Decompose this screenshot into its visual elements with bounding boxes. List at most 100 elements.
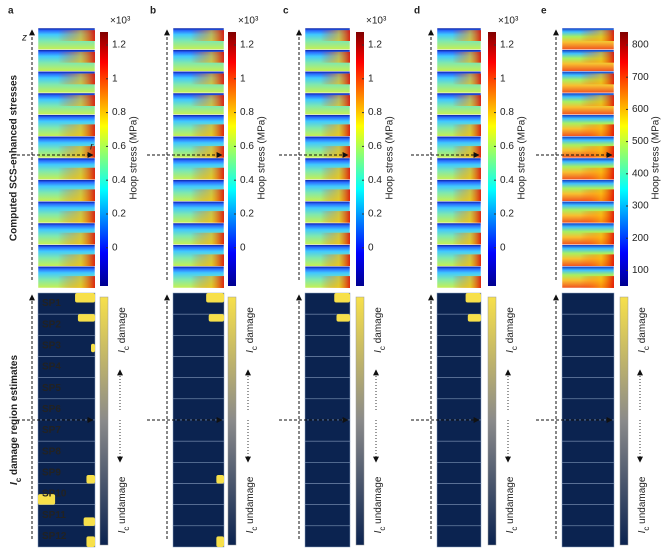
colorbar-tick-label: 0	[112, 242, 118, 253]
damage-segment	[37, 525, 96, 548]
damage-label: Ic damage	[505, 307, 519, 353]
stress-hotspot	[305, 189, 350, 202]
specimen-label: SP10	[42, 489, 67, 500]
stress-hotspot	[173, 276, 224, 288]
colorbar-label: Hoop stress (MPa)	[385, 116, 396, 199]
stress-hotspot	[305, 276, 350, 288]
damage-label: Ic damage	[117, 307, 131, 353]
stress-hotspot	[562, 51, 614, 63]
colorbar-multiplier: ×10³	[498, 16, 519, 27]
stress-hotspot	[562, 276, 614, 288]
colorbar-tick-label: 0.6	[112, 141, 126, 152]
damage-segment	[561, 440, 615, 463]
stress-hotspot	[562, 254, 614, 267]
colorbar-tick-label: 1	[112, 73, 118, 84]
damage-region	[38, 494, 56, 505]
damage-segment	[561, 313, 615, 336]
damage-segment	[436, 440, 482, 463]
colorbar-tick-label: 200	[632, 233, 649, 244]
damage-segment	[304, 504, 351, 527]
damage-segment	[436, 335, 482, 357]
stress-hotspot	[173, 30, 224, 41]
stress-hotspot	[173, 124, 224, 137]
axis-label: r	[90, 142, 94, 153]
undamage-label: Ic undamage	[505, 476, 519, 533]
panel-label: b	[150, 6, 156, 17]
colorbar-tick-label: 1.2	[240, 40, 254, 51]
damage-region	[77, 314, 95, 322]
damage-segment	[561, 377, 615, 400]
damage-segment	[172, 525, 225, 548]
colorbar-tick-label: 0.8	[500, 107, 514, 118]
colorbar-multiplier: ×10³	[366, 16, 387, 27]
damage-region	[86, 536, 95, 547]
symbol: I	[9, 482, 20, 485]
colorbar-tick-label: 300	[632, 201, 649, 212]
stress-hotspot	[38, 276, 95, 288]
stress-hotspot	[305, 73, 350, 85]
damage-segment	[561, 483, 615, 505]
stress-hotspot	[173, 189, 224, 202]
subscript: c	[122, 527, 131, 531]
colorbar-tick-label: 0.2	[240, 209, 254, 220]
text: damage	[245, 307, 256, 346]
stress-hotspot	[173, 95, 224, 106]
stress-hotspot	[305, 51, 350, 63]
colorbar-tick-label: 0	[368, 242, 374, 253]
row-label: Ic damage region estimates	[9, 355, 23, 485]
damage-segment	[304, 419, 351, 442]
symbol: I	[637, 350, 648, 353]
damage-segment	[172, 440, 225, 463]
damage-region	[216, 536, 224, 547]
damage-segment	[304, 377, 351, 400]
damage-segment	[172, 356, 225, 378]
specimen-label: SP2	[42, 319, 61, 330]
subscript: c	[122, 346, 131, 350]
colorbar-tick-label: 0	[500, 242, 506, 253]
damage-segment	[561, 419, 615, 442]
colorbar-label: Hoop stress (MPa)	[517, 116, 528, 199]
specimen-label: SP8	[42, 446, 61, 457]
stress-hotspot	[562, 189, 614, 202]
damage-label: Ic damage	[373, 307, 387, 353]
stress-hotspot	[38, 232, 95, 245]
panel-label: e	[541, 6, 547, 17]
stress-hotspot	[437, 124, 481, 137]
stress-hotspot	[437, 189, 481, 202]
text: undamage	[373, 476, 384, 526]
stress-hotspot	[437, 232, 481, 245]
stress-hotspot	[38, 146, 95, 158]
subscript: c	[510, 527, 519, 531]
stress-hotspot	[305, 95, 350, 106]
symbol: I	[245, 530, 256, 533]
stress-hotspot	[562, 124, 614, 137]
text: undamage	[245, 476, 256, 526]
stress-hotspot	[305, 254, 350, 267]
colorbar-multiplier: ×10³	[110, 16, 131, 27]
damage-segment	[561, 504, 615, 527]
subscript: c	[510, 346, 519, 350]
stress-hotspot	[38, 189, 95, 202]
specimen-label: SP3	[42, 341, 61, 352]
text: undamage	[637, 476, 648, 526]
stress-hotspot	[38, 73, 95, 85]
stress-hotspot	[38, 167, 95, 180]
damage-region	[216, 475, 224, 484]
damage-region	[91, 343, 95, 353]
stress-hotspot	[38, 254, 95, 267]
damage-segment	[172, 335, 225, 357]
damage-region	[465, 293, 481, 303]
colorbar-tick-label: 0.6	[368, 141, 382, 152]
damage-region	[334, 293, 350, 303]
damage-segment	[304, 335, 351, 357]
colorbar-tick-label: 1.2	[500, 40, 514, 51]
colorbar-tick-label: 600	[632, 104, 649, 115]
colorbar-tick-label: 0.8	[368, 107, 382, 118]
undamage-label: Ic undamage	[117, 476, 131, 533]
damage-segment	[436, 398, 482, 421]
colorbar-tick-label: 0.2	[500, 209, 514, 220]
axis-label: z	[21, 33, 27, 44]
damage-segment	[436, 377, 482, 400]
damage-region	[206, 293, 224, 303]
subscript: c	[642, 346, 651, 350]
